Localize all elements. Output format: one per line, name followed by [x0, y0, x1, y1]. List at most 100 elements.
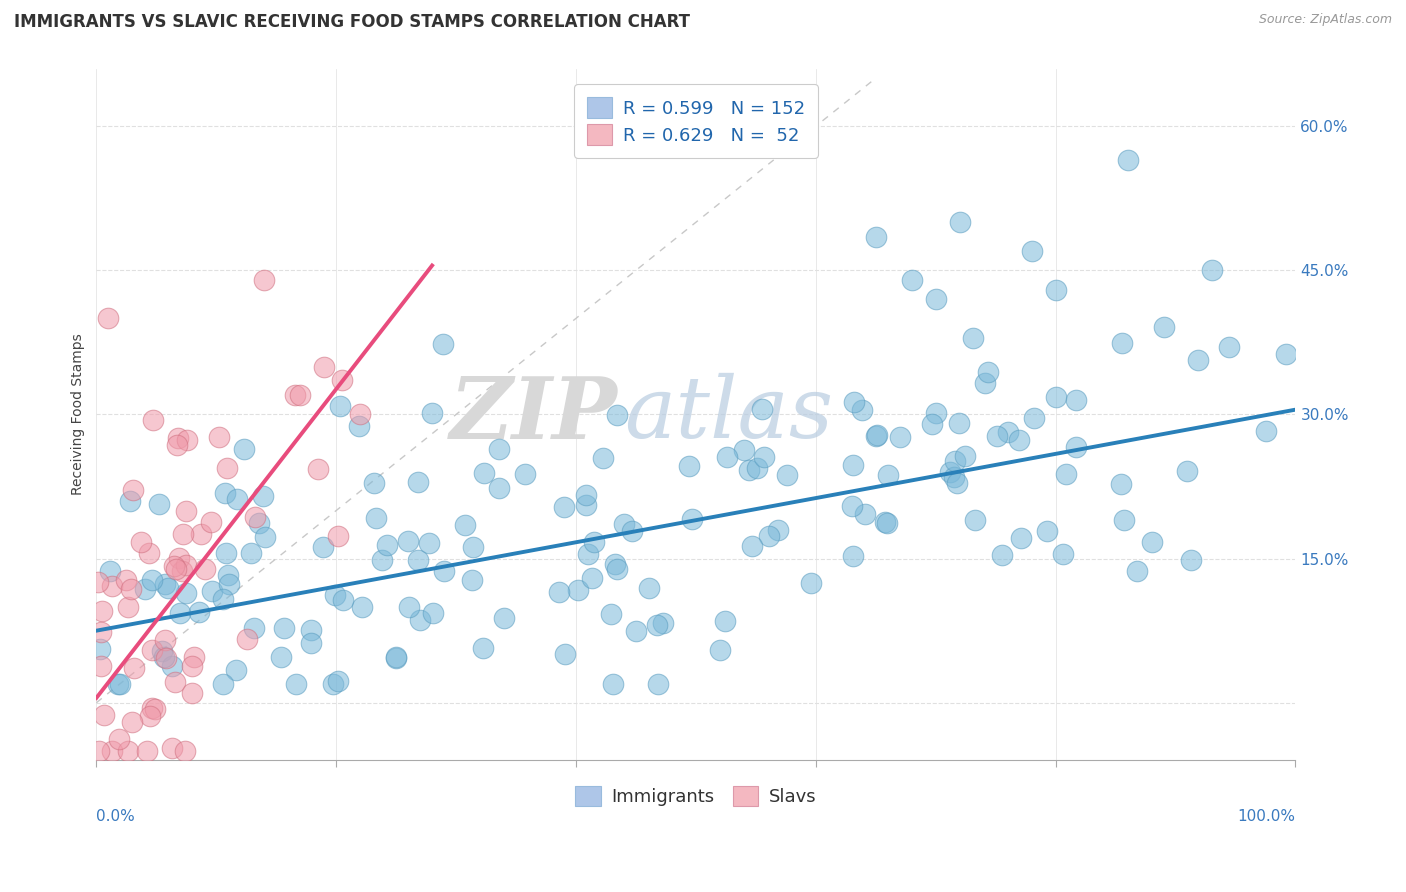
Point — [134, 582, 156, 596]
Point — [865, 429, 887, 443]
Legend: Immigrants, Slavs: Immigrants, Slavs — [568, 779, 824, 814]
Point — [349, 408, 371, 422]
Point — [652, 616, 675, 631]
Point — [208, 430, 231, 444]
Point — [183, 649, 205, 664]
Point — [752, 450, 775, 464]
Point — [307, 462, 329, 476]
Point — [776, 468, 799, 483]
Point — [87, 575, 110, 590]
Point — [200, 516, 222, 530]
Point — [472, 466, 495, 480]
Point — [422, 606, 444, 620]
Point — [328, 673, 350, 688]
Point — [943, 470, 966, 484]
Point — [962, 331, 984, 345]
Point — [647, 676, 669, 690]
Point — [165, 562, 187, 576]
Point — [97, 311, 120, 326]
Point — [218, 576, 240, 591]
Point — [751, 401, 773, 416]
Point — [89, 641, 111, 656]
Point — [377, 538, 399, 552]
Point — [547, 585, 569, 599]
Text: Source: ZipAtlas.com: Source: ZipAtlas.com — [1258, 13, 1392, 27]
Point — [194, 562, 217, 576]
Point — [876, 516, 898, 531]
Point — [141, 701, 163, 715]
Point — [138, 546, 160, 560]
Point — [986, 428, 1008, 442]
Point — [174, 504, 197, 518]
Point — [842, 395, 865, 409]
Point — [107, 676, 129, 690]
Point — [217, 460, 239, 475]
Point — [422, 406, 444, 420]
Point — [150, 644, 173, 658]
Point — [1052, 547, 1074, 561]
Point — [1010, 531, 1032, 545]
Point — [620, 524, 643, 538]
Point — [138, 709, 160, 723]
Point — [1007, 433, 1029, 447]
Point — [243, 510, 266, 524]
Point — [347, 419, 370, 434]
Point — [741, 539, 763, 553]
Point — [1054, 467, 1077, 482]
Point — [409, 613, 432, 627]
Point — [602, 676, 624, 690]
Point — [1109, 477, 1132, 491]
Point — [432, 337, 454, 351]
Point — [396, 533, 419, 548]
Point — [974, 376, 997, 391]
Point — [1064, 440, 1087, 454]
Point — [1064, 392, 1087, 407]
Point — [87, 744, 110, 758]
Point — [167, 550, 190, 565]
Point — [716, 450, 738, 465]
Text: ZIP: ZIP — [450, 373, 619, 456]
Point — [1187, 353, 1209, 368]
Point — [332, 593, 354, 607]
Point — [226, 492, 249, 507]
Point — [1201, 263, 1223, 277]
Point — [1175, 464, 1198, 478]
Point — [211, 676, 233, 690]
Point — [153, 632, 176, 647]
Point — [273, 621, 295, 635]
Point — [165, 675, 187, 690]
Point — [592, 450, 614, 465]
Point — [160, 740, 183, 755]
Point — [120, 582, 142, 597]
Point — [90, 658, 112, 673]
Point — [212, 591, 235, 606]
Point — [120, 494, 142, 508]
Point — [1116, 153, 1139, 167]
Point — [581, 571, 603, 585]
Point — [513, 467, 536, 481]
Point — [488, 442, 510, 457]
Point — [312, 540, 335, 554]
Point — [330, 373, 353, 387]
Point — [299, 623, 322, 637]
Point — [321, 676, 343, 690]
Point — [385, 649, 408, 664]
Point — [851, 403, 873, 417]
Point — [948, 416, 970, 430]
Point — [613, 517, 636, 532]
Point — [1218, 340, 1240, 354]
Point — [163, 559, 186, 574]
Point — [865, 229, 887, 244]
Point — [758, 529, 780, 543]
Point — [1036, 524, 1059, 539]
Point — [575, 499, 598, 513]
Point — [1045, 283, 1067, 297]
Point — [166, 438, 188, 452]
Point — [371, 552, 394, 566]
Point — [624, 624, 647, 638]
Point — [364, 511, 387, 525]
Point — [575, 487, 598, 501]
Point — [108, 731, 131, 746]
Point — [606, 408, 628, 422]
Point — [153, 650, 176, 665]
